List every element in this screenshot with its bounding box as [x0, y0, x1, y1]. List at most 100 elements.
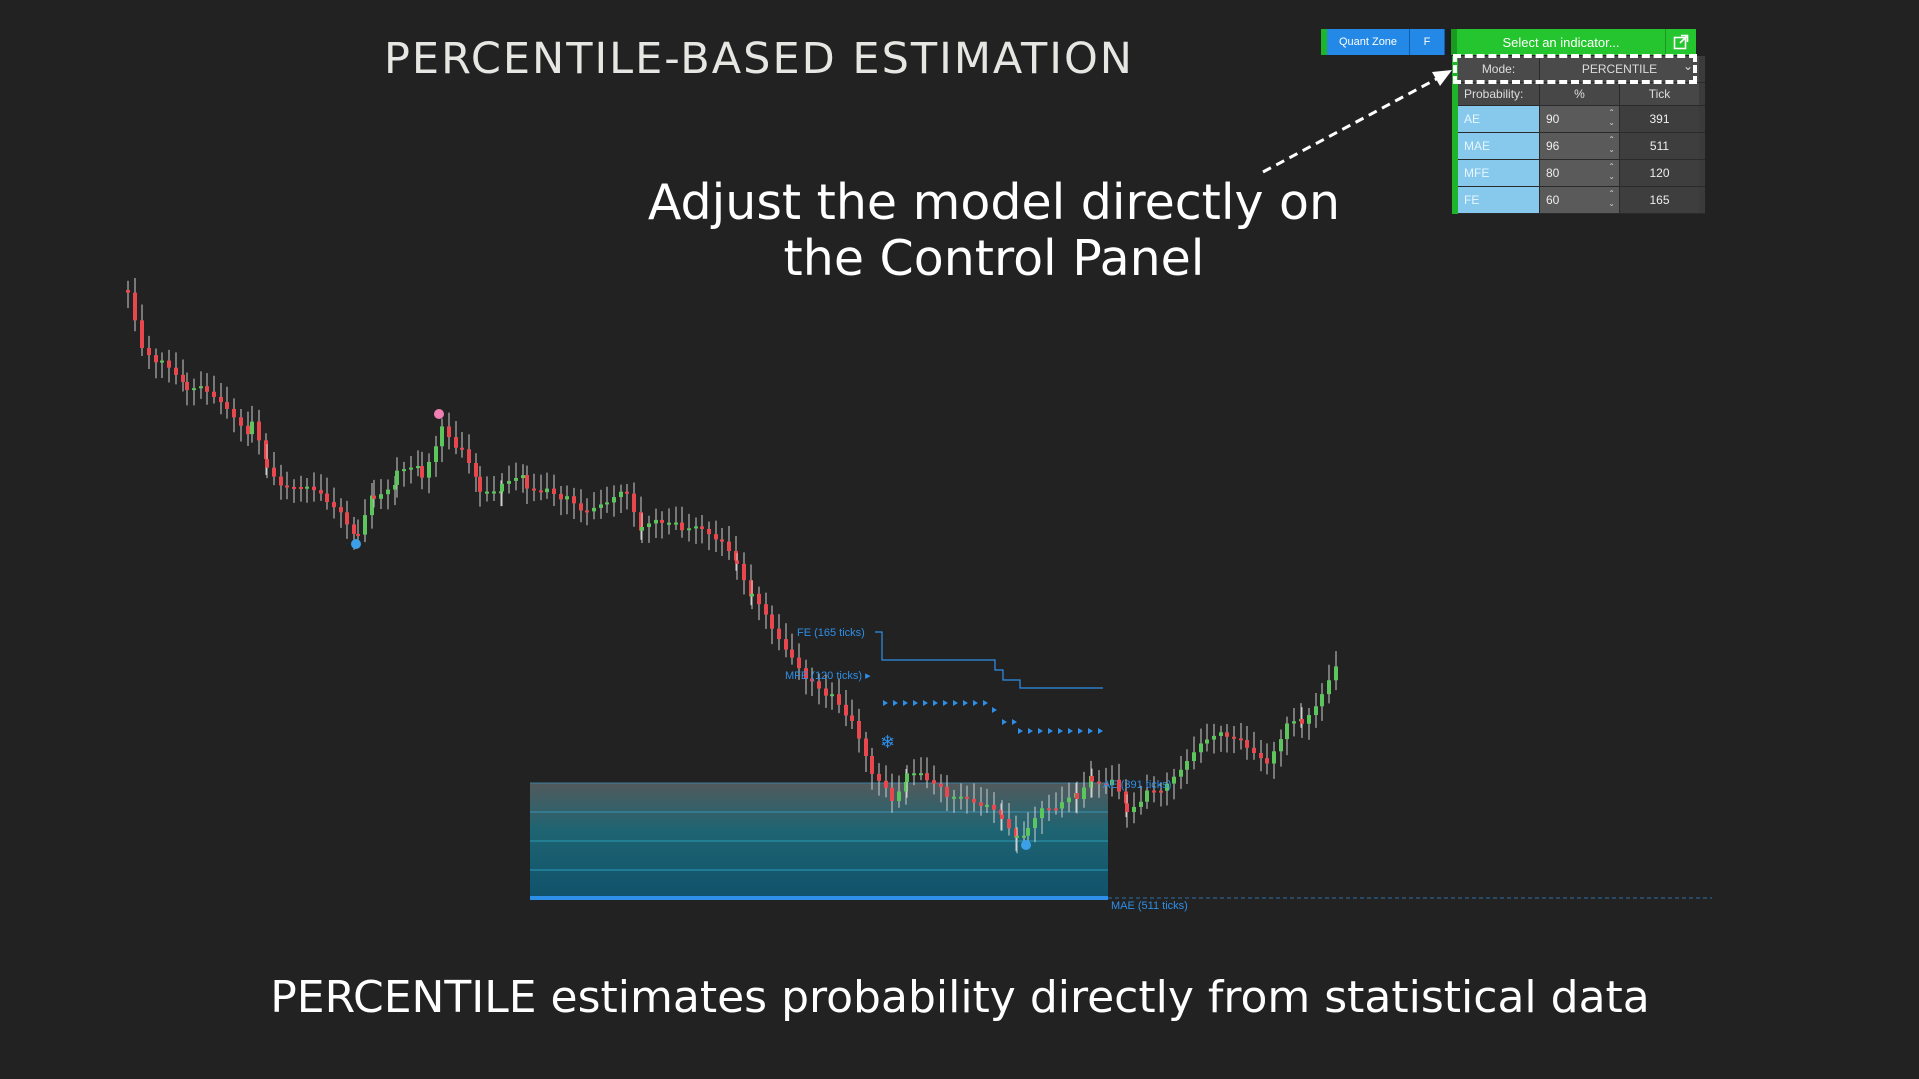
bear-candle — [870, 756, 874, 774]
percent-value[interactable]: 60 — [1546, 193, 1560, 207]
bear-candle — [1097, 781, 1101, 784]
quant-zone-button[interactable]: Quant Zone — [1327, 29, 1410, 55]
bear-candle — [749, 580, 753, 597]
spinner-icon[interactable]: ⌃ ⌄ — [1608, 189, 1615, 208]
bear-candle — [810, 678, 814, 682]
bull-candle — [1320, 694, 1324, 707]
bull-candle — [1165, 783, 1169, 791]
bear-candle — [579, 503, 583, 511]
toolbar-grip[interactable] — [1321, 29, 1327, 55]
bull-candle — [1060, 802, 1064, 809]
bear-candle — [154, 355, 158, 363]
bear-candle — [857, 721, 861, 739]
bear-candle — [339, 507, 343, 513]
mode-value: PERCENTILE — [1581, 62, 1658, 76]
bull-candle — [1292, 721, 1296, 724]
bull-candle — [386, 489, 390, 495]
bull-candle — [393, 484, 397, 490]
bear-candle — [992, 804, 996, 810]
mode-select[interactable]: PERCENTILE ⌄ — [1540, 56, 1699, 82]
spinner-icon[interactable]: ⌃ ⌄ — [1608, 135, 1615, 154]
bull-candle — [521, 475, 525, 479]
bear-candle — [680, 522, 684, 531]
bear-candle — [232, 408, 236, 418]
bear-candle — [790, 649, 794, 658]
bull-candle — [1022, 835, 1026, 838]
popout-button[interactable] — [1665, 29, 1696, 55]
percent-stepper[interactable]: 80 ⌃ ⌄ — [1540, 160, 1620, 186]
f-button[interactable]: F — [1410, 29, 1445, 55]
percent-stepper[interactable]: 90 ⌃ ⌄ — [1540, 106, 1620, 132]
bull-candle — [1199, 743, 1203, 753]
bear-candle — [356, 533, 360, 536]
bull-candle — [160, 360, 164, 363]
bear-candle — [299, 487, 303, 490]
bull-candle — [1205, 739, 1209, 744]
percent-stepper[interactable]: 96 ⌃ ⌄ — [1540, 133, 1620, 159]
bear-candle — [824, 688, 828, 696]
bull-candle — [199, 386, 203, 389]
bear-candle — [467, 449, 471, 463]
bear-candle — [1125, 803, 1129, 813]
bear-candle — [714, 534, 718, 540]
bull-candle — [250, 421, 254, 435]
bear-candle — [264, 440, 268, 460]
bear-candle — [205, 386, 209, 392]
bull-candle — [499, 491, 503, 494]
bear-candle — [784, 639, 788, 650]
bear-candle — [332, 502, 336, 508]
bear-candle — [797, 657, 801, 669]
indicator-toolbar: Quant Zone F Select an indicator... — [1321, 29, 1696, 55]
indicator-select[interactable]: Select an indicator... — [1451, 29, 1665, 55]
panel-row-mfe: MFE 80 ⌃ ⌄ 120 — [1458, 160, 1705, 187]
percent-value[interactable]: 96 — [1546, 139, 1560, 153]
bear-candle — [727, 541, 731, 552]
bull-candle — [694, 526, 698, 529]
bear-candle — [639, 512, 643, 531]
bear-candle — [372, 495, 376, 499]
tick-value: 511 — [1620, 133, 1699, 159]
bear-candle — [279, 476, 283, 486]
mode-row: Mode: PERCENTILE ⌄ — [1458, 56, 1705, 83]
footer-caption: PERCENTILE estimates probability directl… — [270, 972, 1650, 1023]
ae-label: AE (391 ticks) — [1103, 779, 1171, 791]
bear-candle — [1124, 791, 1128, 804]
bull-candle — [830, 694, 834, 697]
bull-candle — [1285, 723, 1289, 740]
mfe-arrow-mark — [983, 700, 988, 706]
spinner-icon[interactable]: ⌃ ⌄ — [1608, 162, 1615, 181]
bull-candle — [952, 796, 956, 799]
bull-candle — [654, 519, 658, 524]
bull-candle — [1015, 835, 1019, 838]
percent-value[interactable]: 90 — [1546, 112, 1560, 126]
bear-candle — [884, 780, 888, 788]
bull-candle — [1272, 751, 1276, 764]
mode-label: Mode: — [1458, 56, 1540, 82]
bear-candle — [167, 360, 171, 368]
bear-candle — [532, 488, 536, 491]
mfe-arrow-mark — [992, 707, 997, 713]
percent-stepper[interactable]: 60 ⌃ ⌄ — [1540, 187, 1620, 213]
bear-candle — [890, 787, 894, 801]
bull-candle — [409, 467, 413, 470]
spinner-icon[interactable]: ⌃ ⌄ — [1608, 108, 1615, 127]
bear-candle — [925, 773, 929, 781]
bear-candle — [660, 519, 664, 523]
bull-candle — [507, 480, 511, 484]
bear-candle — [474, 462, 478, 477]
percent-value[interactable]: 80 — [1546, 166, 1560, 180]
bear-candle — [312, 486, 316, 491]
bear-candle — [720, 539, 724, 542]
fe-label: FE (165 ticks) — [797, 627, 865, 639]
bull-candle — [897, 791, 901, 801]
header-probability: Probability: — [1458, 83, 1540, 105]
bear-candle — [539, 490, 543, 493]
control-panel: Mode: PERCENTILE ⌄ Probability: % Tick A… — [1452, 56, 1705, 214]
bull-candle — [1179, 769, 1183, 777]
bull-candle — [640, 527, 644, 531]
bear-candle — [735, 560, 739, 564]
mfe-arrow-mark — [1048, 728, 1053, 734]
bear-candle — [572, 496, 576, 504]
bear-candle — [525, 475, 529, 489]
